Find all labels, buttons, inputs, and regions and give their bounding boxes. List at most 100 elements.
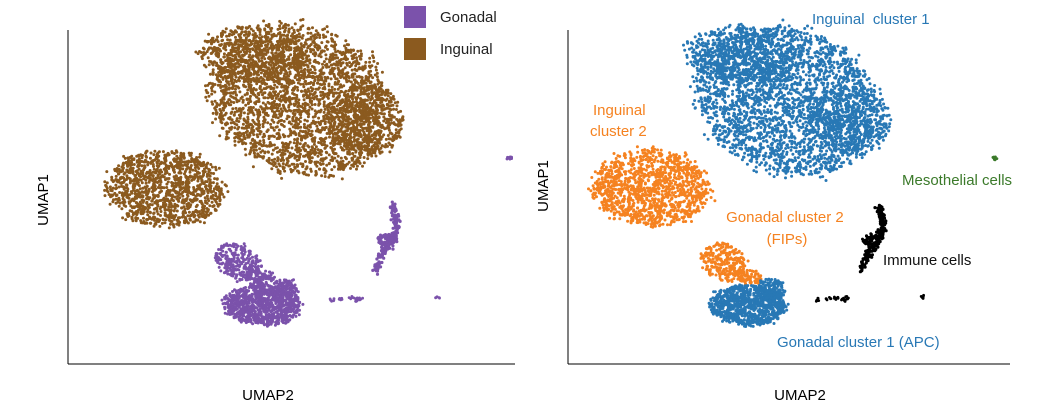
data-point [217,166,221,170]
data-point [215,49,219,53]
data-point [297,98,301,102]
data-point [127,200,131,204]
data-point [323,146,327,150]
data-point [333,122,337,126]
data-point [279,68,283,72]
data-point [324,136,328,140]
data-point [359,111,363,115]
data-point [314,145,318,149]
data-point [368,101,372,105]
data-point [122,198,126,202]
data-point [328,135,331,139]
data-point [288,70,292,74]
data-point [206,40,209,44]
data-point [379,83,383,87]
data-point [217,186,221,190]
data-point [220,35,224,38]
data-point [253,61,257,65]
data-point [286,37,290,40]
data-point [371,108,375,112]
data-point [283,152,287,156]
data-point [387,141,391,145]
data-point [240,27,244,31]
data-point [336,49,340,53]
data-point [367,121,371,125]
data-point [333,40,336,44]
data-point [263,57,267,61]
data-point [297,150,301,154]
data-point [325,65,329,69]
data-point [359,99,363,103]
data-point [376,82,380,86]
data-point [227,52,231,55]
data-point [335,115,339,119]
data-point [210,165,214,169]
data-point [218,202,222,206]
data-point [269,85,273,89]
data-point [110,178,114,181]
data-point [286,23,290,27]
data-point [270,107,274,111]
data-point [198,155,201,159]
data-point [207,94,211,98]
data-point [241,122,245,126]
data-point [219,49,222,53]
data-point [237,140,241,144]
data-point [367,64,371,68]
data-point [271,34,275,38]
data-point [285,143,289,147]
data-point [311,76,315,80]
data-point [163,153,167,157]
data-point [302,144,305,148]
data-point [283,134,287,138]
data-point [320,41,324,45]
data-point [284,40,288,44]
data-point [203,216,207,220]
data-point [326,40,330,44]
data-point [299,25,303,29]
data-point [275,102,279,106]
data-point [234,50,238,54]
data-point [106,190,110,194]
data-point [288,46,292,50]
data-point [133,174,137,177]
data-point [152,153,156,157]
data-point [211,36,215,40]
data-point [114,201,118,205]
data-point [368,56,372,60]
data-point [286,40,290,44]
data-point [247,30,251,34]
data-point [308,44,312,48]
data-point [144,186,148,190]
data-point [331,135,335,139]
data-point [232,101,236,104]
data-point [274,113,278,117]
data-point [299,116,303,120]
data-point [263,112,267,116]
data-point [209,163,213,166]
data-point [297,104,301,108]
data-point [282,105,286,109]
data-point [205,91,209,94]
data-point [347,150,351,154]
data-point [242,117,246,121]
data-point [133,195,137,199]
data-point [213,90,217,94]
data-point [175,174,178,178]
data-point [377,115,381,119]
data-point [391,144,395,147]
data-point [290,26,294,30]
data-point [138,178,141,182]
data-point [280,118,284,122]
data-point [339,76,343,79]
data-point [103,194,107,198]
data-point [249,61,253,65]
data-point [322,60,326,64]
data-point [241,106,245,110]
data-point [313,44,317,48]
data-point [237,86,241,90]
data-point [349,136,353,140]
data-point [219,86,223,89]
data-point [225,137,229,140]
data-point [344,125,348,129]
